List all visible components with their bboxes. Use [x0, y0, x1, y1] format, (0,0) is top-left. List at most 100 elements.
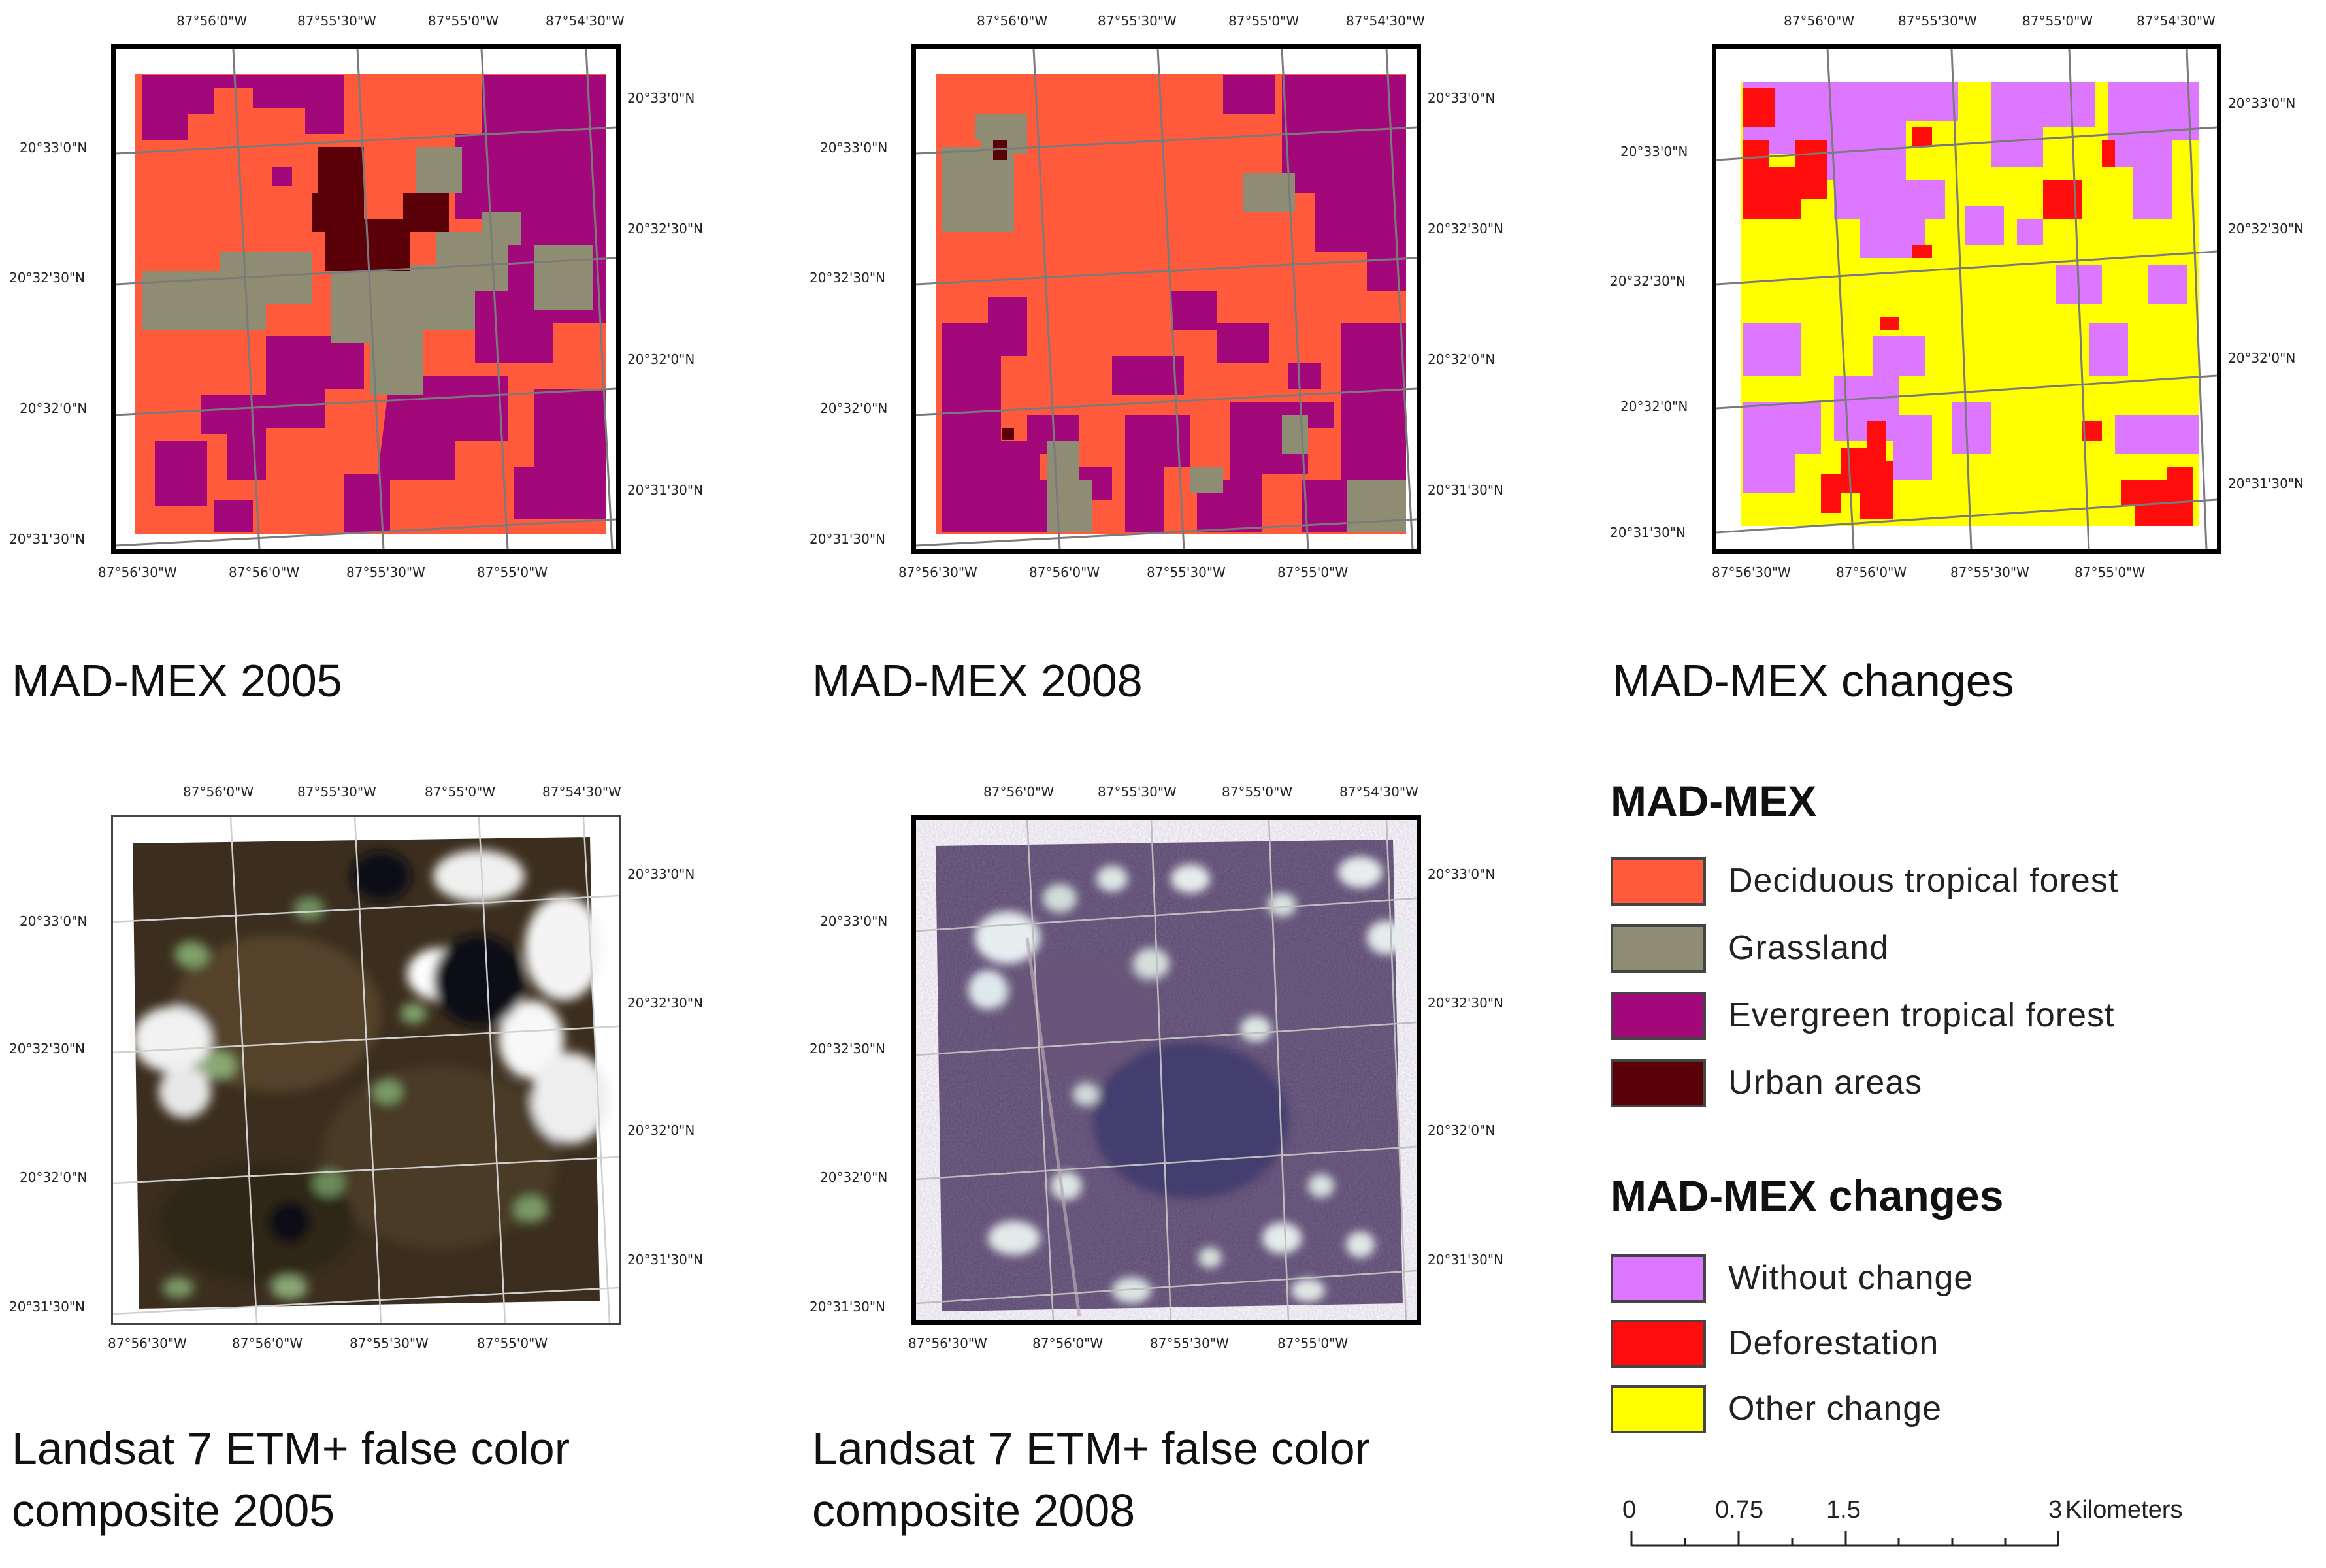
left-coord-label: 20°33'0"N [820, 913, 888, 929]
right-coord-label: 20°33'0"N [1428, 866, 1496, 882]
scale-bar-ticks [1630, 1531, 2059, 1547]
left-coord-label: 20°32'30"N [9, 1041, 86, 1056]
panel-caption: MAD-MEX changes [1613, 655, 2014, 706]
bottom-coord-label: 87°56'30"W [108, 1335, 187, 1351]
landcover-map-2005 [116, 49, 616, 549]
right-coord-label: 20°32'0"N [2228, 350, 2296, 366]
legend-title-madmex-changes: MAD-MEX changes [1611, 1171, 2004, 1220]
right-coord-label: 20°32'0"N [627, 1122, 695, 1138]
bottom-coord-label: 87°56'0"W [1836, 564, 1907, 580]
legend: MAD-MEX Deciduous tropical forest Grassl… [1611, 771, 2316, 1555]
scale-label: 3 [2048, 1496, 2063, 1524]
right-coord-label: 20°32'30"N [2228, 221, 2304, 237]
bottom-coord-label: 87°56'30"W [898, 564, 977, 580]
landcover-map-2008 [916, 49, 1417, 549]
right-coord-label: 20°33'0"N [627, 866, 695, 882]
legend-label: Deforestation [1728, 1324, 1939, 1362]
map-frame [1712, 44, 2221, 554]
top-coord-label: 87°55'0"W [428, 13, 499, 29]
change-map [1716, 49, 2217, 549]
bottom-coord-label: 87°55'0"W [477, 564, 548, 580]
legend-label: Grassland [1728, 929, 1889, 967]
legend-label: Without change [1728, 1259, 1974, 1297]
legend-item-urban-areas: Urban areas [1611, 1059, 2264, 1111]
bottom-coord-label: 87°56'0"W [1032, 1335, 1104, 1351]
scale-label: 1.5 [1826, 1496, 1861, 1524]
left-coord-label: 20°32'0"N [20, 400, 88, 416]
scale-bar: 0 0.75 1.5 3 Kilometers [1622, 1496, 2284, 1555]
top-coord-label: 87°55'30"W [1098, 784, 1177, 800]
left-coord-label: 20°32'0"N [820, 400, 888, 416]
right-coord-label: 20°32'0"N [1428, 1122, 1496, 1138]
left-coord-label: 20°32'30"N [9, 270, 86, 286]
top-coord-label: 87°55'0"W [425, 784, 496, 800]
right-coord-label: 20°32'30"N [1428, 995, 1504, 1011]
bottom-coord-label: 87°55'0"W [2074, 564, 2146, 580]
map-panel-madmex-2005: 87°56'0"W 87°55'30"W 87°55'0"W 87°54'30"… [0, 0, 771, 732]
top-coord-label: 87°56'0"W [176, 13, 248, 29]
left-coord-label: 20°31'30"N [810, 531, 886, 547]
legend-item-deciduous-tropical-forest: Deciduous tropical forest [1611, 857, 2264, 909]
legend-item-deforestation: Deforestation [1611, 1320, 2264, 1372]
map-panel-landsat-2005: 87°56'0"W 87°55'30"W 87°55'0"W 87°54'30"… [0, 771, 771, 1555]
top-coord-label: 87°55'30"W [1898, 13, 1977, 29]
left-coord-label: 20°32'30"N [810, 1041, 886, 1056]
right-coord-label: 20°33'0"N [2228, 95, 2296, 111]
top-coord-label: 87°55'0"W [1228, 13, 1300, 29]
legend-title-madmex: MAD-MEX [1611, 777, 1817, 825]
left-coord-label: 20°33'0"N [820, 140, 888, 155]
right-coord-label: 20°32'30"N [627, 995, 704, 1011]
map-frame [911, 44, 1421, 554]
bottom-coord-label: 87°55'30"W [346, 564, 425, 580]
top-coord-label: 87°55'30"W [297, 784, 376, 800]
left-coord-label: 20°33'0"N [20, 140, 88, 155]
right-coord-label: 20°32'0"N [1428, 351, 1496, 367]
legend-label: Urban areas [1728, 1064, 1923, 1102]
legend-item-grassland: Grassland [1611, 924, 2264, 977]
legend-label: Other change [1728, 1390, 1942, 1428]
left-coord-label: 20°32'0"N [820, 1169, 888, 1185]
panel-caption: MAD-MEX 2005 [12, 655, 342, 706]
right-coord-label: 20°32'30"N [627, 221, 704, 237]
top-coord-label: 87°54'30"W [1346, 13, 1425, 29]
top-coord-label: 87°54'30"W [546, 13, 625, 29]
right-coord-label: 20°32'30"N [1428, 221, 1504, 237]
legend-swatch [1611, 924, 1706, 973]
left-coord-label: 20°32'30"N [1610, 273, 1686, 289]
right-coord-label: 20°32'0"N [627, 351, 695, 367]
top-coord-label: 87°55'0"W [2022, 13, 2093, 29]
top-coord-label: 87°55'30"W [1098, 13, 1177, 29]
bottom-coord-label: 87°56'30"W [908, 1335, 987, 1351]
bottom-coord-label: 87°55'30"W [1147, 564, 1226, 580]
legend-swatch [1611, 992, 1706, 1040]
top-coord-label: 87°56'0"W [977, 13, 1048, 29]
panel-caption: MAD-MEX 2008 [812, 655, 1143, 706]
scale-label: 0.75 [1715, 1496, 1763, 1524]
top-coord-label: 87°56'0"W [1784, 13, 1855, 29]
right-coord-label: 20°31'30"N [2228, 476, 2304, 491]
legend-item-other-change: Other change [1611, 1385, 2264, 1437]
top-coord-label: 87°56'0"W [983, 784, 1055, 800]
legend-swatch [1611, 1059, 1706, 1107]
bottom-coord-label: 87°55'30"W [1950, 564, 2029, 580]
scale-label: 0 [1622, 1496, 1637, 1524]
top-coord-label: 87°54'30"W [2137, 13, 2216, 29]
panel-caption: Landsat 7 ETM+ false color composite 200… [12, 1423, 570, 1536]
legend-item-without-change: Without change [1611, 1254, 2264, 1307]
map-frame [111, 815, 621, 1325]
bottom-coord-label: 87°56'0"W [232, 1335, 303, 1351]
bottom-coord-label: 87°55'0"W [477, 1335, 548, 1351]
map-frame [911, 815, 1421, 1325]
top-coord-label: 87°56'0"W [183, 784, 254, 800]
left-coord-label: 20°31'30"N [9, 531, 86, 547]
map-panel-madmex-2008: 87°56'0"W 87°55'30"W 87°55'0"W 87°54'30"… [800, 0, 1571, 732]
right-coord-label: 20°31'30"N [627, 482, 704, 498]
legend-swatch [1611, 1320, 1706, 1368]
legend-label: Deciduous tropical forest [1728, 862, 2119, 900]
left-coord-label: 20°33'0"N [1620, 144, 1688, 159]
legend-item-evergreen-tropical-forest: Evergreen tropical forest [1611, 992, 2264, 1044]
bottom-coord-label: 87°55'0"W [1277, 564, 1349, 580]
satellite-image-2005 [113, 817, 619, 1323]
top-coord-label: 87°54'30"W [1339, 784, 1418, 800]
bottom-coord-label: 87°56'0"W [1029, 564, 1100, 580]
